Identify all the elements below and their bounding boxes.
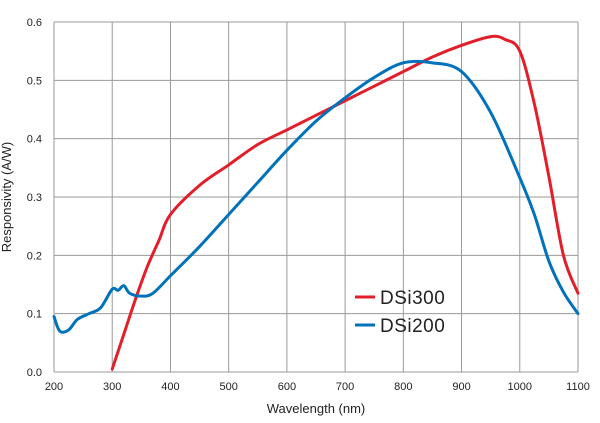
y-tick-label: 0.6 (27, 17, 42, 29)
y-tick-label: 0.2 (27, 250, 42, 262)
series-lines (52, 34, 580, 371)
grid (53, 21, 579, 373)
x-tick-label: 700 (336, 381, 354, 393)
tick-labels: 200 300 400 500 600 700 800 900 1000 1100 0.0 0.1 0.… (27, 17, 590, 393)
x-tick-label: 800 (394, 381, 412, 393)
x-tick-label: 200 (45, 381, 63, 393)
x-tick-label: 600 (278, 381, 296, 393)
y-tick-label: 0.3 (27, 192, 42, 204)
legend: DSi300 DSi200 (355, 288, 445, 337)
x-tick-label: 500 (219, 381, 237, 393)
y-tick-label: 0.5 (27, 75, 42, 87)
y-axis-label: Responsivity (A/W) (0, 142, 14, 253)
x-tick-label: 400 (161, 381, 179, 393)
x-tick-label: 300 (103, 381, 121, 393)
series-line-dsi200 (52, 59, 580, 334)
y-tick-label: 0.1 (27, 309, 42, 321)
x-axis-label: Wavelength (nm) (267, 401, 366, 416)
y-tick-label: 0.0 (27, 367, 42, 379)
legend-label-dsi200: DSi200 (380, 316, 445, 337)
x-tick-label: 1100 (566, 381, 590, 393)
x-tick-label: 900 (452, 381, 470, 393)
x-tick-label: 1000 (508, 381, 532, 393)
legend-label-dsi300: DSi300 (380, 288, 445, 309)
series-line-dsi300 (110, 34, 580, 371)
y-tick-label: 0.4 (27, 134, 42, 146)
